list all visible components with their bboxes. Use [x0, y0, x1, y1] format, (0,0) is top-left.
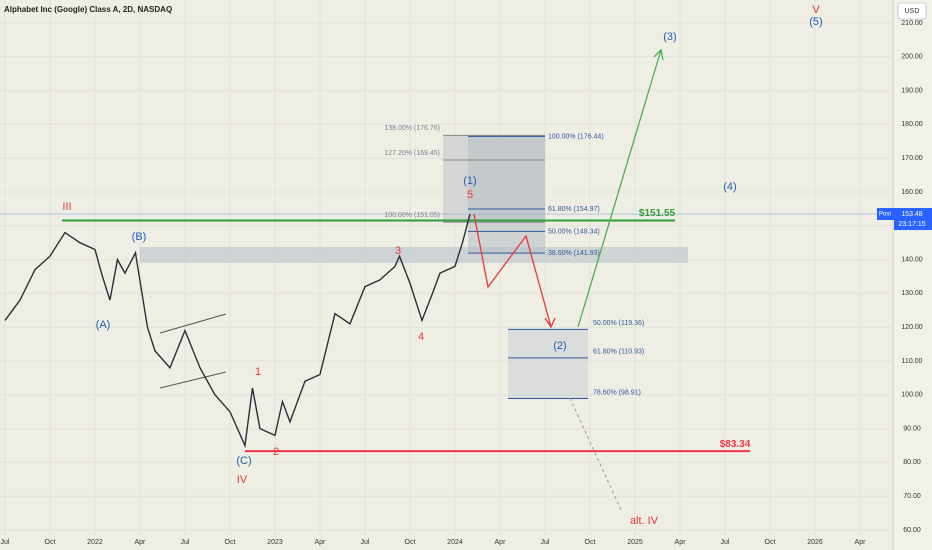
- wave-label: IV: [237, 474, 248, 486]
- countdown: 23:17:15: [898, 221, 925, 228]
- wave-label: (2): [553, 340, 566, 352]
- fib-label: 61.80% (110.93): [593, 349, 644, 356]
- x-tick-label: Oct: [45, 539, 56, 546]
- x-tick-label: Apr: [855, 539, 867, 546]
- projection-arrow: [473, 213, 552, 328]
- price-axis-panel: [893, 0, 932, 550]
- y-tick-label: 100.00: [901, 392, 923, 399]
- x-tick-label: Jul: [180, 539, 189, 546]
- x-tick-label: Apr: [495, 539, 507, 546]
- price-tag-label: Post: [879, 212, 891, 218]
- fib-label: 127.20% (169.45): [384, 150, 440, 157]
- wave-label: III: [62, 201, 71, 213]
- y-tick-label: 60.00: [903, 527, 921, 534]
- y-tick-label: 140.00: [901, 256, 923, 263]
- chart-title: Alphabet Inc (Google) Class A, 2D, NASDA…: [4, 5, 172, 14]
- wave-label: 3: [395, 245, 401, 257]
- fib-label: 50.00% (119.36): [593, 320, 644, 327]
- y-tick-label: 110.00: [902, 358, 923, 365]
- wave-label: 1: [255, 366, 261, 378]
- projection-arrow: [577, 49, 662, 328]
- fib-label: 38.60% (141.93): [548, 250, 600, 257]
- x-tick-label: Oct: [765, 539, 776, 546]
- y-tick-label: 180.00: [901, 121, 923, 128]
- y-tick-label: 120.00: [901, 324, 923, 331]
- annotations: III (A) (B) (C) IV 1 2 3 4 5 (1) (2) (3)…: [62, 4, 822, 527]
- fib-label: 100.00% (151.05): [384, 212, 440, 219]
- zone-band: [140, 247, 688, 263]
- currency[interactable]: USD: [905, 8, 920, 15]
- wave-label: (4): [723, 181, 736, 193]
- wave-label: 5: [467, 189, 473, 201]
- fib-label: 78.60% (98.91): [593, 389, 641, 396]
- y-tick-label: 170.00: [901, 155, 923, 162]
- y-tick-label: 90.00: [903, 425, 921, 432]
- y-tick-label: 130.00: [901, 290, 923, 297]
- wave-label: (1): [463, 175, 476, 187]
- x-tick-label: 2024: [447, 539, 463, 546]
- y-tick-label: 80.00: [903, 459, 921, 466]
- wave-label: 4: [418, 331, 424, 343]
- plot: [0, 134, 893, 453]
- wave-label: (C): [236, 455, 251, 467]
- x-tick-label: Apr: [315, 539, 327, 546]
- x-tick-label: Jul: [360, 539, 369, 546]
- wave-label: (3): [663, 31, 676, 43]
- fib-box: [508, 329, 588, 398]
- channel-line: [159, 313, 227, 334]
- price-line: [4, 213, 471, 449]
- x-tick-label: Apr: [675, 539, 687, 546]
- x-tick-label: 2022: [87, 539, 103, 546]
- arrow-head: [544, 317, 556, 329]
- wave-label: 2: [273, 446, 279, 458]
- currency-box[interactable]: [897, 2, 927, 20]
- channel-line: [159, 371, 227, 389]
- x-tick-label: 2025: [627, 539, 643, 546]
- arrow-head: [653, 48, 664, 61]
- y-tick-label: 210.00: [901, 20, 923, 27]
- wave-label: V: [812, 4, 820, 16]
- wave-label: (5): [809, 16, 822, 28]
- level-label: $83.34: [720, 439, 751, 450]
- price-tag: [894, 208, 932, 231]
- wave-label: alt. IV: [630, 515, 659, 527]
- y-tick-label: 70.00: [903, 493, 921, 500]
- x-tick-label: Jul: [0, 539, 9, 546]
- fib-label: 138.00% (176.76): [384, 125, 440, 132]
- x-tick-label: 2026: [807, 539, 823, 546]
- price-tag: [877, 208, 894, 221]
- x-tick-label: Jul: [541, 539, 550, 546]
- last-price: 153.48: [901, 211, 923, 218]
- alt-path: [569, 397, 623, 513]
- y-tick-label: 190.00: [901, 87, 923, 94]
- fib-label: 100.00% (176.44): [548, 133, 604, 140]
- x-tick-label: Oct: [405, 539, 416, 546]
- fib-box: [468, 135, 545, 253]
- wave-label: (B): [132, 231, 147, 243]
- y-tick-label: 160.00: [901, 189, 923, 196]
- x-tick-label: Apr: [135, 539, 147, 546]
- x-tick-label: Oct: [225, 539, 236, 546]
- x-tick-label: 2023: [267, 539, 283, 546]
- fib-label: 61.80% (154.97): [548, 206, 600, 213]
- x-tick-label: Jul: [721, 539, 730, 546]
- fib-label: 50.00% (148.34): [548, 228, 600, 235]
- level-label: $151.55: [639, 208, 676, 219]
- x-tick-label: Oct: [585, 539, 596, 546]
- y-tick-label: 200.00: [901, 54, 923, 61]
- wave-label: (A): [96, 319, 111, 331]
